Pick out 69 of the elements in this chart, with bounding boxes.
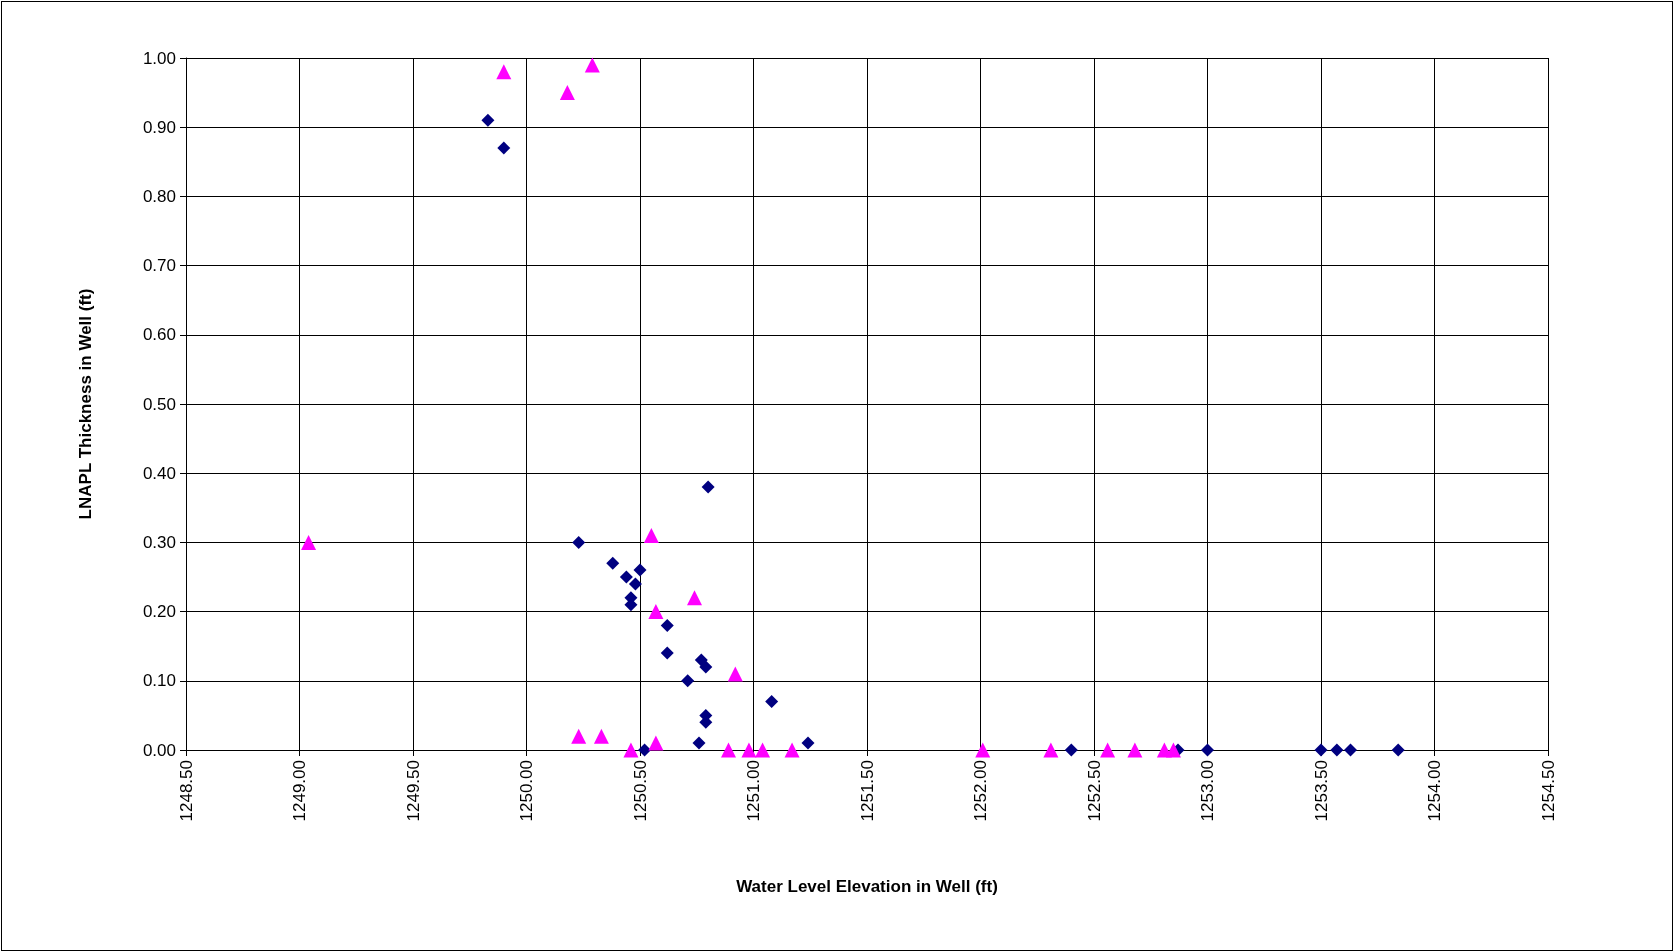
point <box>699 660 713 674</box>
y-tick-label: 0.90 <box>142 117 176 137</box>
point <box>765 695 779 709</box>
point <box>559 85 575 101</box>
point <box>686 590 702 606</box>
point <box>497 141 511 155</box>
point <box>755 742 771 758</box>
x-axis-title: Water Level Elevation in Well (ft) <box>736 877 998 896</box>
x-tick-label: 1250.00 <box>517 760 536 822</box>
point <box>1100 742 1116 758</box>
point <box>1201 743 1214 757</box>
y-tick-label: 0.50 <box>142 394 176 414</box>
point <box>1391 743 1405 757</box>
y-tick-label: 1.00 <box>142 48 176 68</box>
point <box>692 736 706 750</box>
point <box>1127 742 1143 758</box>
point <box>623 742 639 758</box>
x-tick-label: 1252.00 <box>971 760 990 822</box>
point <box>648 735 664 751</box>
point <box>572 535 586 549</box>
y-axis-title: LNAPL Thickness in Well (ft) <box>76 288 95 520</box>
x-tick-label: 1253.50 <box>1311 760 1331 822</box>
point <box>975 742 991 758</box>
point <box>496 64 512 80</box>
point <box>1314 743 1328 757</box>
point <box>660 618 674 632</box>
x-tick-label: 1249.50 <box>403 760 423 822</box>
point <box>701 480 715 494</box>
x-tick-label: 1254.50 <box>1538 760 1558 822</box>
x-tick-label: 1253.00 <box>1198 760 1217 822</box>
point <box>638 743 652 757</box>
point <box>1344 743 1358 757</box>
y-tick-label: 0.10 <box>142 671 176 691</box>
point <box>784 742 800 758</box>
y-tick-label: 0.30 <box>142 532 176 552</box>
y-tick-label: 0.70 <box>142 256 176 276</box>
point <box>801 736 815 750</box>
point <box>606 556 620 570</box>
point <box>633 563 647 577</box>
y-tick-label: 0.40 <box>142 463 176 483</box>
point <box>301 534 317 550</box>
point <box>1165 742 1181 758</box>
point <box>741 742 757 758</box>
x-tick-label: 1251.00 <box>744 760 763 822</box>
point <box>584 57 600 73</box>
point <box>1043 742 1059 758</box>
x-tick-label: 1248.50 <box>176 760 196 822</box>
y-tick-label: 0.20 <box>142 602 176 622</box>
x-tick-label: 1249.00 <box>290 760 309 822</box>
point <box>660 646 674 660</box>
point <box>571 728 587 744</box>
x-tick-label: 1254.00 <box>1425 760 1444 822</box>
y-tick-label: 0.60 <box>142 325 176 345</box>
point <box>628 577 642 591</box>
point <box>1330 743 1344 757</box>
point <box>727 666 743 682</box>
point <box>1064 743 1078 757</box>
x-tick-label: 1251.50 <box>857 760 877 822</box>
point <box>619 570 633 584</box>
y-tick-label: 0.80 <box>142 186 176 206</box>
point <box>481 113 495 127</box>
point <box>593 728 609 744</box>
y-tick-label: 0.00 <box>142 740 176 760</box>
x-tick-label: 1250.50 <box>630 760 650 822</box>
point <box>648 604 664 620</box>
point <box>721 742 737 758</box>
point <box>681 674 695 688</box>
point <box>643 527 659 543</box>
x-tick-label: 1252.50 <box>1084 760 1104 822</box>
